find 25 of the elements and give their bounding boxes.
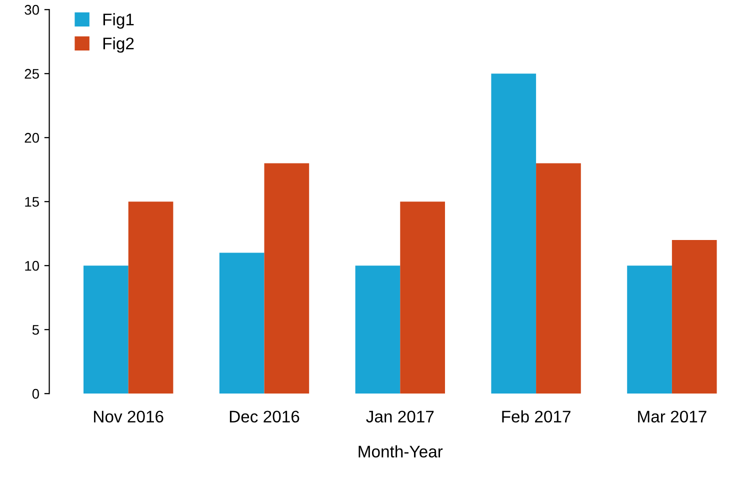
bar bbox=[219, 252, 264, 394]
y-tick-label: 0 bbox=[32, 388, 40, 399]
x-tick-label: Mar 2017 bbox=[638, 410, 706, 423]
x-tick-label: Dec 2016 bbox=[230, 410, 300, 423]
bar bbox=[400, 202, 445, 394]
bar bbox=[84, 266, 128, 394]
bar bbox=[536, 163, 581, 394]
bar bbox=[264, 163, 310, 394]
y-tick-label: 15 bbox=[25, 197, 39, 207]
y-tick-label: 20 bbox=[24, 132, 40, 143]
bar bbox=[491, 74, 536, 394]
bar bbox=[355, 266, 400, 394]
y-tick-label: 25 bbox=[24, 68, 39, 79]
x-tick-label: Jan 2017 bbox=[366, 410, 434, 423]
y-tick-label: 10 bbox=[25, 260, 40, 271]
legend-label: Fig2 bbox=[103, 37, 134, 53]
y-tick-label: 5 bbox=[32, 325, 39, 335]
legend-label: Fig1 bbox=[103, 13, 134, 29]
x-tick-label: Feb 2017 bbox=[502, 410, 570, 423]
y-tick-label: 30 bbox=[24, 4, 40, 15]
x-axis-title: Month-Year bbox=[358, 445, 443, 458]
bar bbox=[128, 202, 174, 394]
x-tick-label: Nov 2016 bbox=[94, 410, 164, 423]
bar bbox=[627, 266, 672, 394]
bar bbox=[672, 240, 717, 394]
